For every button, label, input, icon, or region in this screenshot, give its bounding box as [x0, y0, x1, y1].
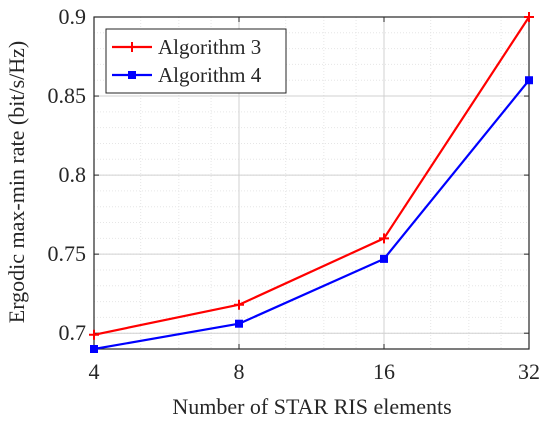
x-tick-label: 8 — [234, 359, 245, 384]
data-point-plus — [379, 233, 389, 244]
data-point-square — [90, 345, 98, 353]
y-tick-label: 0.75 — [48, 241, 87, 266]
legend-entry: Algorithm 3 — [112, 35, 261, 59]
y-tick-label: 0.9 — [59, 4, 87, 29]
axes — [93, 16, 530, 350]
series-2 — [90, 76, 533, 353]
data-point-square — [235, 319, 243, 328]
x-tick-label: 16 — [373, 359, 395, 384]
data-point-plus — [524, 12, 534, 22]
data-point-plus — [89, 329, 99, 340]
series-line — [93, 79, 530, 351]
x-tick-label: 32 — [518, 359, 540, 384]
data-point-square — [380, 254, 388, 263]
x-tick-label: 4 — [89, 359, 100, 384]
legend-marker-plus — [127, 42, 137, 52]
legend-label: Algorithm 3 — [158, 35, 261, 59]
data-point-square — [525, 76, 533, 85]
legend-box — [105, 28, 287, 94]
legend-marker-square — [128, 71, 136, 79]
legend-entry: Algorithm 4 — [112, 63, 262, 87]
y-tick-label: 0.85 — [48, 83, 87, 108]
plot-frame — [93, 16, 530, 350]
x-axis-label: Number of STAR RIS elements — [172, 394, 451, 419]
series-1 — [89, 12, 534, 340]
y-tick-label: 0.8 — [59, 162, 87, 187]
data-point-plus — [234, 299, 244, 310]
series-line — [93, 16, 530, 336]
y-axis-label: Ergodic max-min rate (bit/s/Hz) — [4, 41, 29, 323]
series-layer — [89, 12, 534, 353]
ticks: 4 8 16 32 0.7 0.75 0.8 0.85 0.9 — [48, 4, 541, 384]
legend-label: Algorithm 4 — [158, 63, 262, 87]
y-tick-label: 0.7 — [59, 320, 87, 345]
legend: Algorithm 3 Algorithm 4 — [105, 28, 287, 94]
